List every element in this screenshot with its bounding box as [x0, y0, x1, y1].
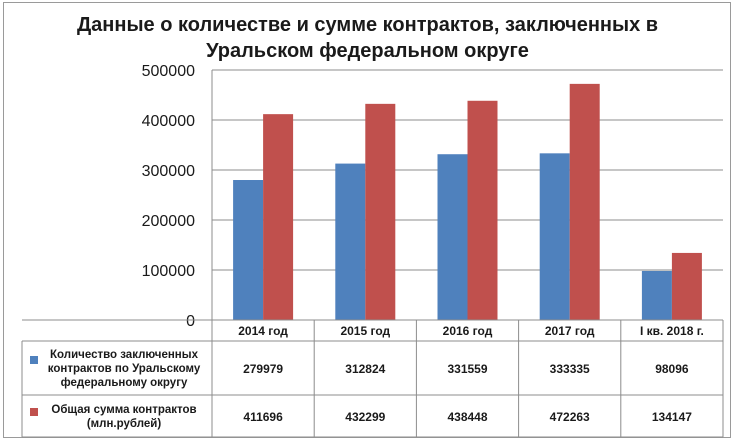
legend-label: Общая сумма контрактов: [51, 404, 196, 416]
chart-title-line-1: Данные о количестве и сумме контрактов, …: [76, 14, 659, 36]
category-label: 2017 год: [545, 324, 595, 338]
y-tick-label: 200000: [142, 213, 195, 230]
category-label: 2015 год: [340, 324, 390, 338]
legend-label: контрактов по Уральскому: [48, 363, 201, 375]
bar: [569, 83, 600, 320]
bar: [335, 163, 366, 320]
chart-title-line-2: Уральском федеральном округе: [206, 40, 529, 62]
table-value: 134147: [652, 410, 692, 424]
y-tick-label: 300000: [142, 163, 195, 180]
category-label: 2016 год: [443, 324, 493, 338]
table-value: 98096: [655, 362, 689, 376]
table-value: 432299: [345, 410, 385, 424]
table-value: 279979: [243, 362, 283, 376]
chart-title: Данные о количестве и сумме контрактов, …: [0, 12, 735, 64]
y-tick-label: 400000: [142, 113, 195, 130]
bar: [263, 114, 294, 320]
bar: [671, 252, 702, 320]
table-value: 411696: [243, 410, 283, 424]
table-value: 333335: [550, 362, 590, 376]
category-label: 2014 год: [238, 324, 288, 338]
table-value: 331559: [447, 362, 487, 376]
legend-key: [30, 408, 38, 416]
bar: [365, 103, 396, 321]
bar: [641, 270, 672, 320]
table-value: 312824: [345, 362, 385, 376]
table-value: 438448: [447, 410, 487, 424]
bar: [539, 153, 570, 320]
y-tick-label: 100000: [142, 263, 195, 280]
bar: [467, 100, 498, 320]
bar: [233, 180, 264, 320]
category-label: I кв. 2018 г.: [640, 324, 704, 338]
y-tick-label: 0: [186, 313, 195, 330]
legend-label: (млн.рублей): [87, 418, 161, 430]
y-tick-label: 500000: [142, 63, 195, 80]
legend-label: федеральному округу: [61, 377, 188, 389]
table-value: 472263: [550, 410, 590, 424]
legend-label: Количество заключенных: [50, 349, 199, 361]
legend-key: [30, 356, 38, 364]
bar: [437, 154, 468, 320]
